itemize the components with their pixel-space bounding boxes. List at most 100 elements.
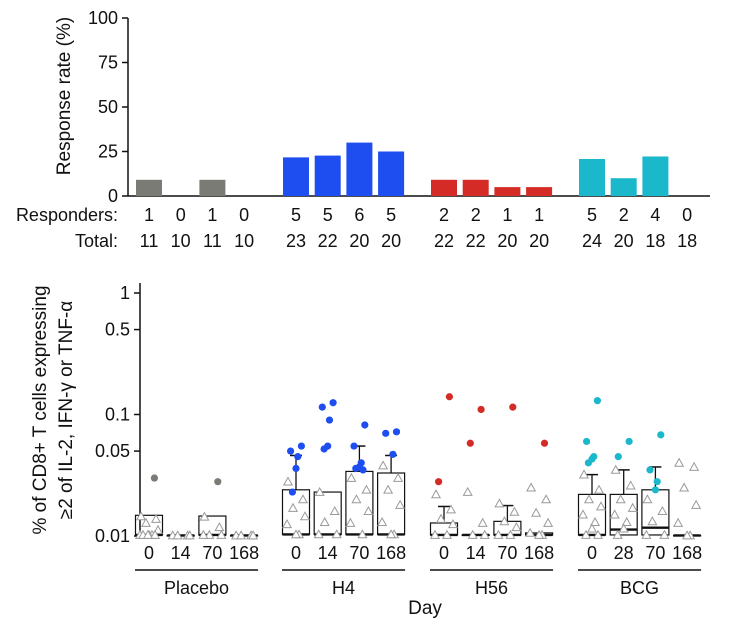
responders-count: 6 xyxy=(354,205,364,225)
box-y-tick-label: 0.1 xyxy=(105,405,130,425)
responder-point xyxy=(392,428,401,436)
nonresponder-point xyxy=(531,507,542,517)
bar-y-ticks: 0 25 50 75 100 xyxy=(88,8,128,206)
nonresponder-point xyxy=(297,494,309,504)
responder-point xyxy=(287,447,295,455)
total-count: 11 xyxy=(140,231,159,251)
nonresponder-point xyxy=(615,494,626,504)
responder-point xyxy=(593,397,602,405)
nonresponder-point xyxy=(282,476,294,486)
responder-point xyxy=(445,393,453,401)
total-count: 20 xyxy=(349,231,369,251)
box-y-ticks: 0.01 0.05 0.1 0.5 1 xyxy=(95,283,140,546)
nonresponder-point xyxy=(657,505,668,516)
nonresponder-point xyxy=(314,486,325,496)
responders-count: 0 xyxy=(239,205,249,225)
total-count: 11 xyxy=(203,231,222,251)
nonresponder-point xyxy=(674,457,685,467)
day-tick-label: 70 xyxy=(349,543,369,563)
box-bcg-day-70 xyxy=(641,431,670,539)
nonresponder-point xyxy=(142,529,154,539)
bar-h4-day-0 xyxy=(283,157,309,196)
group-label-h56: H56 xyxy=(475,578,508,598)
day-tick-label: 168 xyxy=(672,543,702,563)
bar-h4-day-14 xyxy=(314,155,341,196)
nonresponder-point xyxy=(299,511,311,521)
nonresponder-point xyxy=(435,513,447,523)
responder-point xyxy=(350,442,358,450)
nonresponder-point xyxy=(642,494,653,504)
nonresponder-point xyxy=(477,517,488,527)
box-h4-day-0 xyxy=(281,442,311,539)
nonresponder-point xyxy=(429,529,441,539)
nonresponder-point xyxy=(534,529,545,539)
responders-row-label: Responders: xyxy=(16,205,118,225)
responder-point xyxy=(297,442,305,450)
nonresponder-point xyxy=(149,529,161,539)
day-tick-label: 168 xyxy=(229,543,259,563)
nonresponder-point xyxy=(479,529,490,539)
nonresponder-point xyxy=(204,529,215,539)
nonresponder-point xyxy=(236,530,247,540)
total-count: 10 xyxy=(234,231,254,251)
bar-y-tick-label: 50 xyxy=(98,97,118,117)
nonresponder-point xyxy=(682,530,693,540)
responder-point xyxy=(318,403,326,411)
responder-point xyxy=(150,474,158,482)
nonresponder-point xyxy=(659,529,670,539)
nonresponder-point xyxy=(248,530,259,540)
responders-count: 5 xyxy=(386,205,396,225)
day-tick-label: 28 xyxy=(614,543,634,563)
responder-point xyxy=(292,464,300,473)
box-y-tick-label: 1 xyxy=(120,283,130,303)
nonresponder-point xyxy=(526,482,537,492)
nonresponder-point xyxy=(525,527,536,537)
nonresponder-point xyxy=(673,517,684,527)
total-count: 20 xyxy=(497,231,517,251)
nonresponder-point xyxy=(609,509,620,519)
nonresponder-point xyxy=(499,516,510,526)
day-tick-label: 14 xyxy=(466,543,486,563)
responders-count: 0 xyxy=(176,205,186,225)
bar-y-tick-label: 100 xyxy=(88,8,118,28)
nonresponder-point xyxy=(679,482,690,492)
nonresponder-point xyxy=(691,499,702,509)
nonresponder-point xyxy=(462,486,473,496)
box-h4-day-14 xyxy=(313,399,342,539)
bar-placebo-day-70 xyxy=(199,179,226,196)
nonresponder-point xyxy=(351,494,362,504)
total-count: 20 xyxy=(614,231,634,251)
total-count: 10 xyxy=(171,231,191,251)
responders-count: 1 xyxy=(144,205,154,225)
responder-point xyxy=(329,399,337,407)
nonresponder-point xyxy=(577,509,589,519)
nonresponder-point xyxy=(140,517,152,527)
total-count: 24 xyxy=(582,231,602,251)
nonresponder-point xyxy=(580,529,592,539)
nonresponder-point xyxy=(592,529,604,539)
nonresponder-point xyxy=(393,472,404,482)
nonresponder-point xyxy=(329,505,340,516)
nonresponder-point xyxy=(331,529,342,539)
nonresponder-point xyxy=(625,480,636,490)
nonresponder-point xyxy=(595,501,607,511)
nonresponder-point xyxy=(586,523,598,533)
responder-point xyxy=(359,466,367,474)
nonresponder-point xyxy=(361,484,372,494)
day-tick-label: 0 xyxy=(291,543,301,563)
nonresponder-point xyxy=(610,464,621,474)
day-tick-label: 14 xyxy=(318,543,338,563)
nonresponder-point xyxy=(345,517,356,527)
responder-point xyxy=(352,464,360,473)
responder-point xyxy=(584,459,593,467)
nonresponder-point xyxy=(377,516,388,527)
responders-count: 1 xyxy=(502,205,512,225)
responder-point xyxy=(466,439,474,447)
nonresponder-point xyxy=(378,460,389,470)
responder-point xyxy=(435,478,443,486)
nonresponder-point xyxy=(281,518,293,529)
nonresponder-point xyxy=(199,511,210,521)
box-iqr xyxy=(609,493,638,536)
